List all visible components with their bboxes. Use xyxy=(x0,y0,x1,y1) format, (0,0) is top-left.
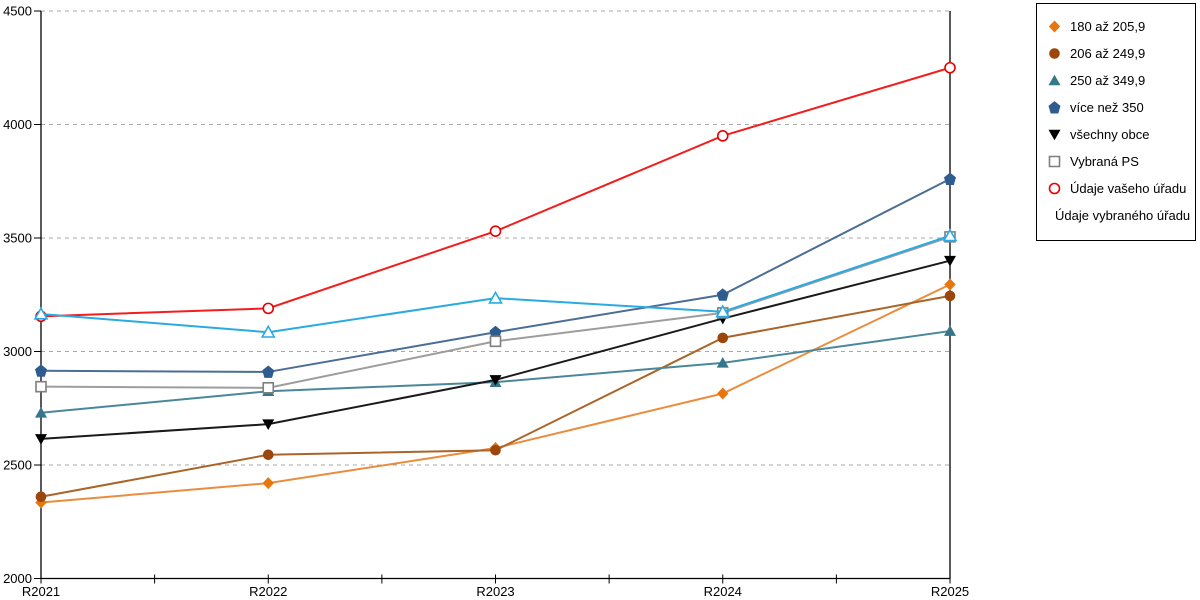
legend-label: 180 až 205,9 xyxy=(1070,19,1146,34)
data-point-marker xyxy=(715,304,731,318)
data-point-marker xyxy=(1048,182,1061,195)
legend-marker-triangle-down-icon xyxy=(1048,129,1061,141)
x-axis-tick-label: R2023 xyxy=(476,584,514,599)
data-point-marker xyxy=(262,449,274,461)
chart-legend: 180 až 205,9 206 až 249,9 250 až 349,9 více… xyxy=(1036,3,1196,241)
y-axis-tick-label: 4500 xyxy=(3,4,32,19)
data-point-marker xyxy=(262,365,275,378)
legend-marker-diamond-icon xyxy=(1048,20,1061,33)
data-point-marker xyxy=(33,306,49,320)
y-axis-tick-label: 3000 xyxy=(3,344,32,359)
y-axis-tick-label: 2500 xyxy=(3,458,32,473)
legend-label: Údaje vybraného úřadu xyxy=(1055,208,1191,223)
y-axis-tick-label: 4000 xyxy=(3,117,32,132)
legend-label: všechny obce xyxy=(1070,127,1150,142)
data-point-marker xyxy=(35,380,47,393)
data-point-marker xyxy=(1049,48,1060,59)
data-point-marker xyxy=(942,228,958,242)
data-point-marker xyxy=(944,325,956,336)
data-point-marker xyxy=(1048,129,1061,141)
y-axis-tick-label: 2000 xyxy=(3,571,32,586)
data-point-marker xyxy=(262,382,275,394)
y-axis-tick-label: 3500 xyxy=(3,231,32,246)
legend-item: Údaje vybraného úřadu xyxy=(1047,202,1191,229)
data-point-marker xyxy=(262,477,274,490)
legend-label: 206 až 249,9 xyxy=(1070,46,1146,61)
legend-item: 206 až 249,9 xyxy=(1047,40,1189,67)
data-point-marker xyxy=(1048,20,1061,33)
legend-marker-pentagon-icon xyxy=(1048,101,1061,114)
data-point-marker xyxy=(944,290,956,302)
data-point-marker xyxy=(716,357,729,368)
data-point-marker xyxy=(716,130,729,142)
data-point-marker xyxy=(944,278,956,291)
data-point-marker xyxy=(944,255,956,267)
data-point-marker xyxy=(262,419,275,430)
data-point-marker xyxy=(488,290,503,304)
legend-label: Vybraná PS xyxy=(1070,154,1139,169)
data-point-marker xyxy=(489,325,502,339)
data-point-marker xyxy=(944,61,956,74)
x-axis-tick-label: R2024 xyxy=(704,584,742,599)
legend-item: 180 až 205,9 xyxy=(1047,13,1189,40)
data-point-marker xyxy=(490,444,501,456)
data-point-marker xyxy=(1048,74,1061,86)
series-line-6 xyxy=(40,66,951,318)
data-point-marker xyxy=(489,225,502,237)
data-point-marker xyxy=(717,387,729,400)
data-point-marker xyxy=(35,434,47,445)
x-axis-tick-label: R2022 xyxy=(249,584,287,599)
legend-marker-triangle-up-icon xyxy=(1048,74,1061,86)
data-point-marker xyxy=(1048,155,1061,168)
data-point-marker xyxy=(35,364,47,377)
data-point-marker xyxy=(262,302,275,315)
x-axis-tick-label: R2025 xyxy=(931,584,969,599)
legend-item: Údaje vašeho úřadu xyxy=(1047,175,1189,202)
data-point-marker xyxy=(716,288,729,301)
legend-item: více než 350 xyxy=(1047,94,1189,121)
data-point-marker xyxy=(944,172,956,185)
data-point-marker xyxy=(35,491,47,503)
data-point-marker xyxy=(489,375,502,386)
data-point-marker xyxy=(717,332,729,344)
data-point-marker xyxy=(489,335,502,348)
legend-marker-circle-icon xyxy=(1049,48,1060,59)
legend-item: 250 až 349,9 xyxy=(1047,67,1189,94)
legend-marker-square-icon xyxy=(1048,155,1061,168)
data-point-marker xyxy=(1048,101,1061,114)
data-point-marker xyxy=(35,406,47,418)
legend-item: Vybraná PS xyxy=(1047,148,1189,175)
legend-item: všechny obce xyxy=(1047,121,1189,148)
x-axis-tick-label: R2021 xyxy=(22,584,60,599)
series-line-0 xyxy=(40,283,951,504)
series-line-7 xyxy=(40,234,951,334)
legend-label: Údaje vašeho úřadu xyxy=(1070,181,1187,196)
legend-label: více než 350 xyxy=(1070,100,1144,115)
legend-marker-circle-icon xyxy=(1048,182,1061,195)
legend-label: 250 až 349,9 xyxy=(1070,73,1146,88)
data-point-marker xyxy=(260,324,276,338)
